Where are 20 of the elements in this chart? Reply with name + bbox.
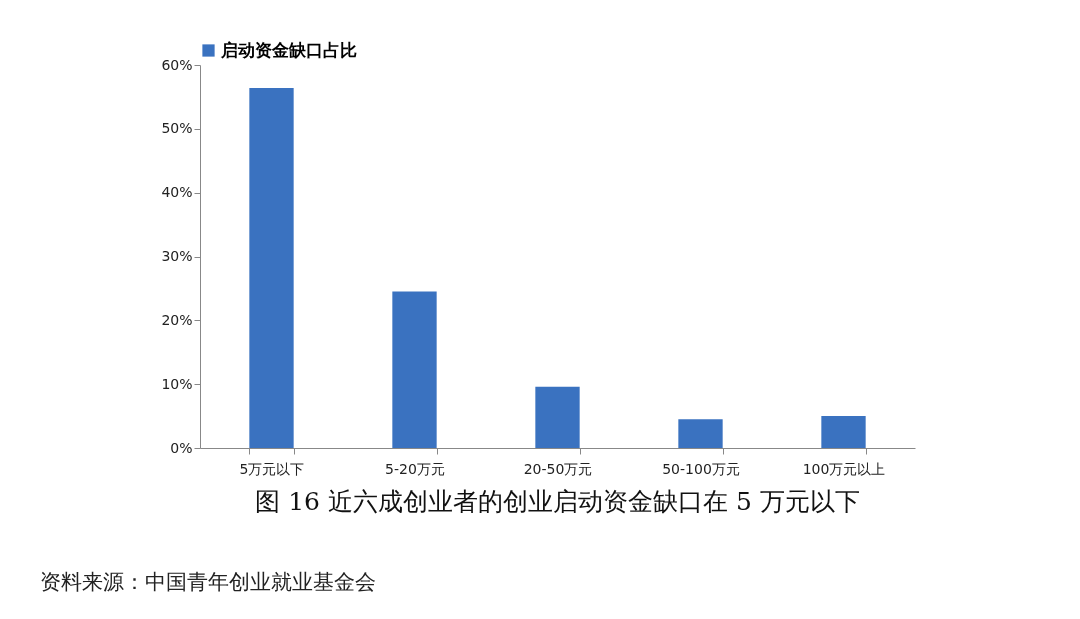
bar xyxy=(392,291,437,448)
bar xyxy=(821,416,866,448)
y-tick-label: 20% xyxy=(161,311,193,328)
text: 资料来源：中国青年创业就业基金会 xyxy=(40,569,376,596)
x-tick-label: 5万元以下 xyxy=(239,460,305,477)
bar xyxy=(535,386,580,448)
bar xyxy=(678,419,723,448)
x-tick-label: 100万元以上 xyxy=(802,460,886,477)
y-tick-label: 60% xyxy=(161,56,193,73)
bar xyxy=(249,87,294,448)
text: 图 16 近六成创业者的创业启动资金缺口在 5 万元以下 xyxy=(255,487,860,516)
x-tick-label: 5-20万元 xyxy=(385,460,445,477)
y-tick-label: 10% xyxy=(161,375,193,392)
y-tick-label: 40% xyxy=(161,184,193,201)
x-tick-label: 20-50万元 xyxy=(523,460,593,477)
y-tick-label: 0% xyxy=(170,439,193,456)
y-tick-label: 50% xyxy=(161,120,193,137)
x-tick-label: 50-100万元 xyxy=(662,460,740,477)
y-tick-label: 30% xyxy=(161,248,193,264)
legend-label: 启动资金缺口占比 xyxy=(220,39,357,60)
